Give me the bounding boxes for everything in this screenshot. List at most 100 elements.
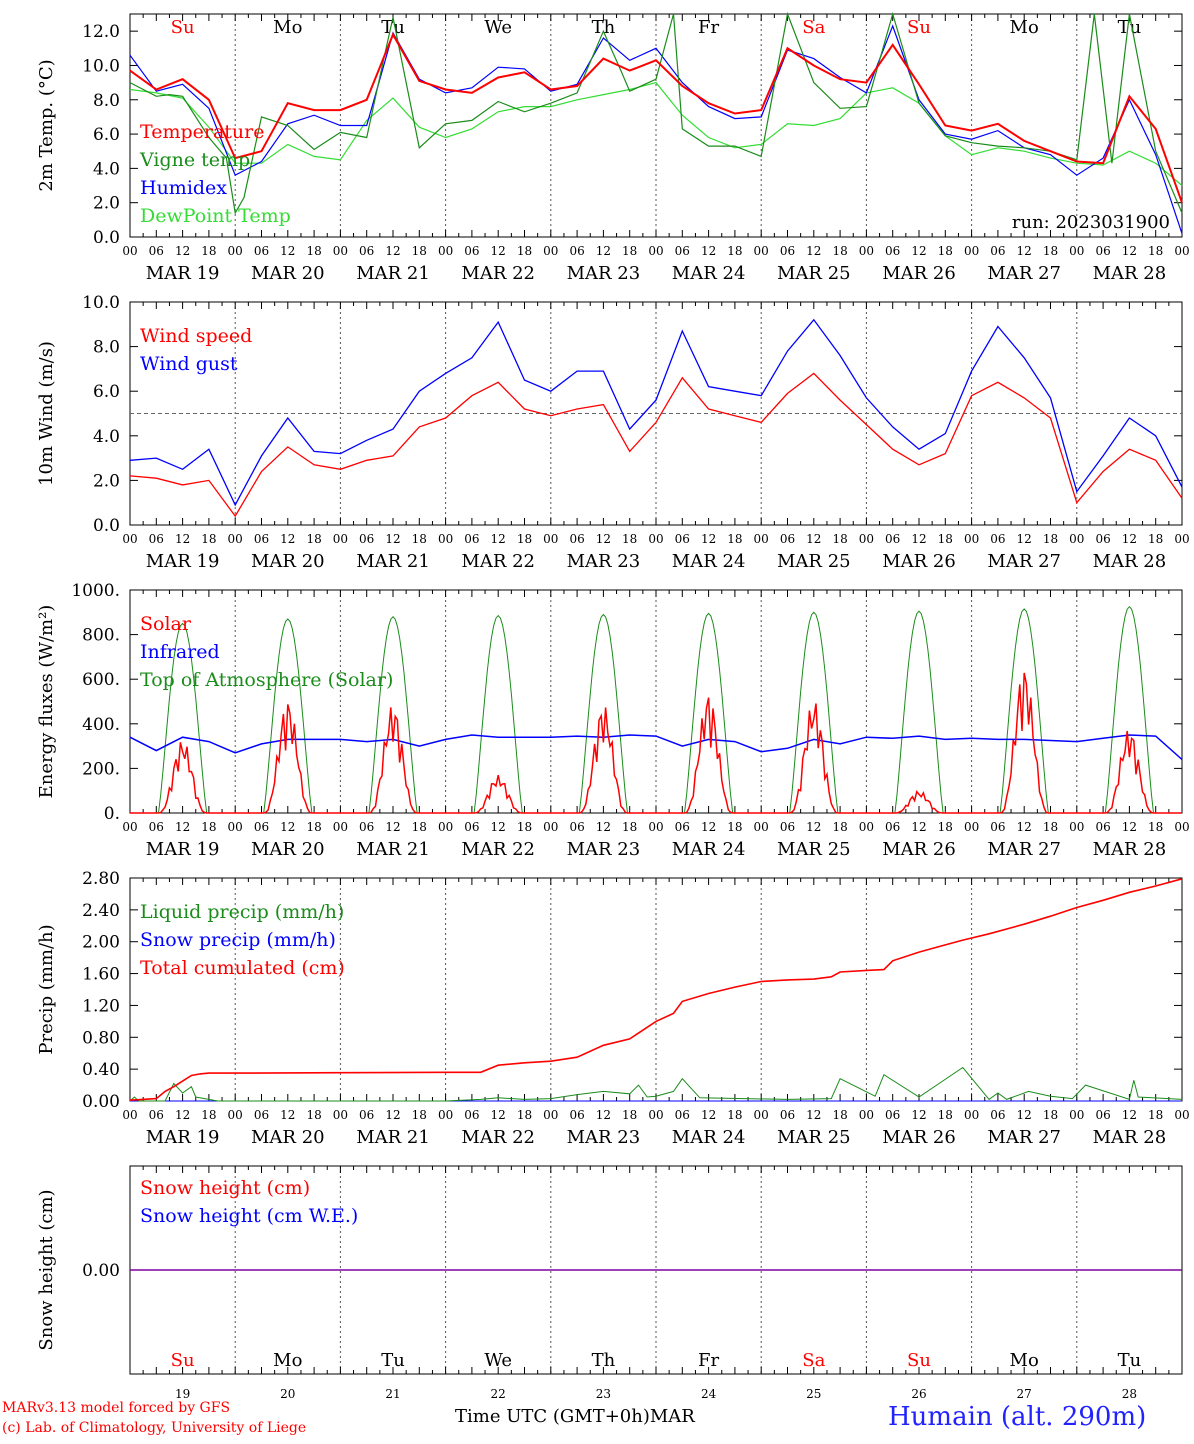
hour-tick-label: 00 — [1069, 1108, 1084, 1122]
hour-tick-label: 12 — [280, 820, 295, 834]
y-tick-label: 4.0 — [93, 159, 120, 179]
hour-tick-label: 06 — [675, 244, 690, 258]
hour-tick-label: 00 — [228, 532, 243, 546]
date-label: MAR 23 — [567, 551, 641, 572]
panel-1: 0.0 2.0 4.0 6.0 8.0 10.0 12.0 2m Temp. (°C) 00 06… — [36, 11, 1190, 284]
hour-tick-label: 18 — [1043, 244, 1058, 258]
hour-tick-label: 00 — [333, 820, 348, 834]
hour-tick-label: 00 — [543, 244, 558, 258]
hour-tick-label: 06 — [780, 532, 795, 546]
date-label: MAR 20 — [251, 263, 325, 284]
y-tick-label: 8.0 — [93, 91, 120, 111]
month-label: MAR — [649, 1406, 695, 1427]
hour-tick-label: 18 — [412, 820, 427, 834]
hour-tick-label: 18 — [306, 532, 321, 546]
hour-tick-label: 18 — [622, 244, 637, 258]
hour-tick-label: 12 — [701, 1108, 716, 1122]
hour-tick-label: 06 — [885, 244, 900, 258]
legend-entry: Solar — [140, 613, 192, 635]
hour-tick-label: 00 — [964, 244, 979, 258]
hour-tick-label: 06 — [990, 1108, 1005, 1122]
date-label: MAR 28 — [1093, 263, 1167, 284]
hour-tick-label: 12 — [491, 820, 506, 834]
hour-tick-label: 00 — [438, 244, 453, 258]
y-tick-label: 0.80 — [82, 1028, 120, 1048]
weekday-label: Tu — [1118, 17, 1142, 38]
weekday-label: Su — [171, 1350, 195, 1371]
hour-tick-label: 06 — [780, 1108, 795, 1122]
hour-tick-label: 00 — [333, 1108, 348, 1122]
hour-tick-label: 18 — [832, 532, 847, 546]
y-tick-label: 6.0 — [93, 382, 120, 402]
day-number: 20 — [280, 1387, 295, 1401]
hour-tick-label: 06 — [885, 1108, 900, 1122]
legend-entry: Liquid precip (mm/h) — [140, 901, 344, 923]
hour-tick-label: 06 — [1095, 532, 1110, 546]
hour-tick-label: 18 — [1043, 532, 1058, 546]
hour-tick-label: 06 — [464, 244, 479, 258]
hour-tick-label: 00 — [543, 532, 558, 546]
hour-tick-label: 12 — [596, 820, 611, 834]
hour-tick-label: 00 — [1069, 820, 1084, 834]
day-number: 27 — [1017, 1387, 1032, 1401]
station-label: Humain (alt. 290m) — [888, 1402, 1147, 1432]
hour-tick-label: 12 — [596, 244, 611, 258]
weekday-label: Th — [592, 1350, 616, 1371]
hour-tick-label: 06 — [149, 820, 164, 834]
day-number: 21 — [385, 1387, 400, 1401]
series-line-vigne-temp — [129, 11, 1183, 215]
hour-tick-label: 18 — [412, 244, 427, 258]
hour-tick-label: 18 — [412, 532, 427, 546]
hour-tick-label: 12 — [806, 244, 821, 258]
date-label: MAR 28 — [1093, 839, 1167, 860]
day-number: 26 — [911, 1387, 926, 1401]
hour-tick-label: 12 — [175, 820, 190, 834]
hour-tick-label: 18 — [517, 532, 532, 546]
hour-tick-label: 12 — [806, 820, 821, 834]
hour-tick-label: 12 — [1122, 820, 1137, 834]
date-label: MAR 20 — [251, 839, 325, 860]
hour-tick-label: 06 — [569, 820, 584, 834]
hour-tick-label: 12 — [701, 244, 716, 258]
weekday-label: Tu — [381, 17, 405, 38]
y-tick-label: 800. — [82, 626, 120, 646]
hour-tick-label: 00 — [1174, 244, 1189, 258]
hour-tick-label: 18 — [517, 820, 532, 834]
hour-tick-label: 06 — [569, 532, 584, 546]
hour-tick-label: 18 — [412, 1108, 427, 1122]
date-label: MAR 27 — [987, 263, 1061, 284]
hour-tick-label: 00 — [1069, 532, 1084, 546]
y-tick-label: 1.20 — [82, 996, 120, 1016]
date-label: MAR 19 — [146, 551, 220, 572]
legend-entry: Total cumulated (cm) — [140, 957, 345, 979]
series-line-total-cumulated-cm- — [129, 878, 1183, 1101]
hour-tick-label: 00 — [1174, 532, 1189, 546]
y-tick-label: 400. — [82, 715, 120, 735]
weekday-label: Su — [907, 17, 931, 38]
hour-tick-label: 06 — [1095, 244, 1110, 258]
y-tick-label: 1000. — [71, 581, 120, 601]
y-tick-label: 8.0 — [93, 338, 120, 358]
hour-tick-label: 12 — [385, 532, 400, 546]
hour-tick-label: 06 — [359, 532, 374, 546]
date-label: MAR 24 — [672, 263, 746, 284]
hour-tick-label: 18 — [938, 1108, 953, 1122]
hour-tick-label: 18 — [727, 1108, 742, 1122]
y-axis-label: Precip (mm/h) — [36, 924, 57, 1054]
date-label: MAR 27 — [987, 551, 1061, 572]
hour-tick-label: 18 — [622, 1108, 637, 1122]
hour-tick-label: 18 — [201, 532, 216, 546]
hour-tick-label: 12 — [280, 244, 295, 258]
weekday-label: We — [484, 17, 512, 38]
y-tick-label: 10.0 — [82, 293, 120, 313]
date-label: MAR 24 — [672, 551, 746, 572]
hour-tick-label: 12 — [596, 532, 611, 546]
hour-tick-label: 06 — [990, 532, 1005, 546]
hour-tick-label: 18 — [306, 1108, 321, 1122]
hour-tick-label: 06 — [1095, 1108, 1110, 1122]
day-number: 19 — [175, 1387, 190, 1401]
hour-tick-label: 06 — [885, 532, 900, 546]
legend-entry: Wind speed — [140, 325, 252, 347]
date-label: MAR 21 — [356, 839, 430, 860]
weekday-label: Fr — [698, 17, 719, 38]
